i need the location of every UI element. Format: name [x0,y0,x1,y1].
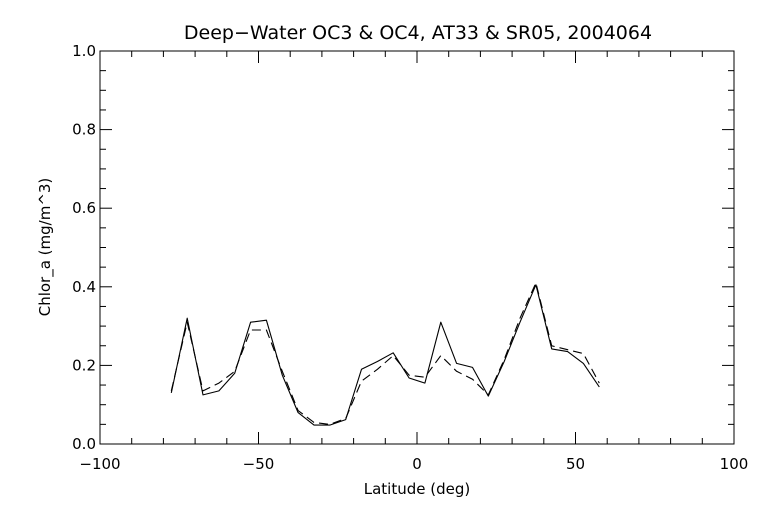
series-group [170,282,600,426]
axis-ticks [99,50,735,445]
y-tick-label: 0.8 [72,121,96,139]
series-line-solid [170,284,600,426]
plot-frame [99,50,735,445]
x-tick-label: −100 [79,455,120,473]
y-tick-label: 0.2 [72,356,96,374]
x-tick-label: 50 [566,455,585,473]
y-tick-label: 1.0 [72,42,96,60]
y-tick-label: 0.4 [72,278,96,296]
x-tick-label: −50 [243,455,275,473]
tick-labels: −100 −50 0 50 100 0.0 0.2 0.4 0.6 0.8 1.0 [72,42,748,473]
y-tick-label: 0.6 [72,199,96,217]
y-tick-label: 0.0 [72,435,96,453]
x-tick-label: 0 [412,455,422,473]
x-axis-label: Latitude (deg) [364,480,470,498]
y-axis-label: Chlor_a (mg/m^3) [36,178,55,317]
x-tick-label: 100 [720,455,749,473]
chart-title: Deep−Water OC3 & OC4, AT33 & SR05, 20040… [184,22,652,44]
series-line-dashed [170,282,600,425]
